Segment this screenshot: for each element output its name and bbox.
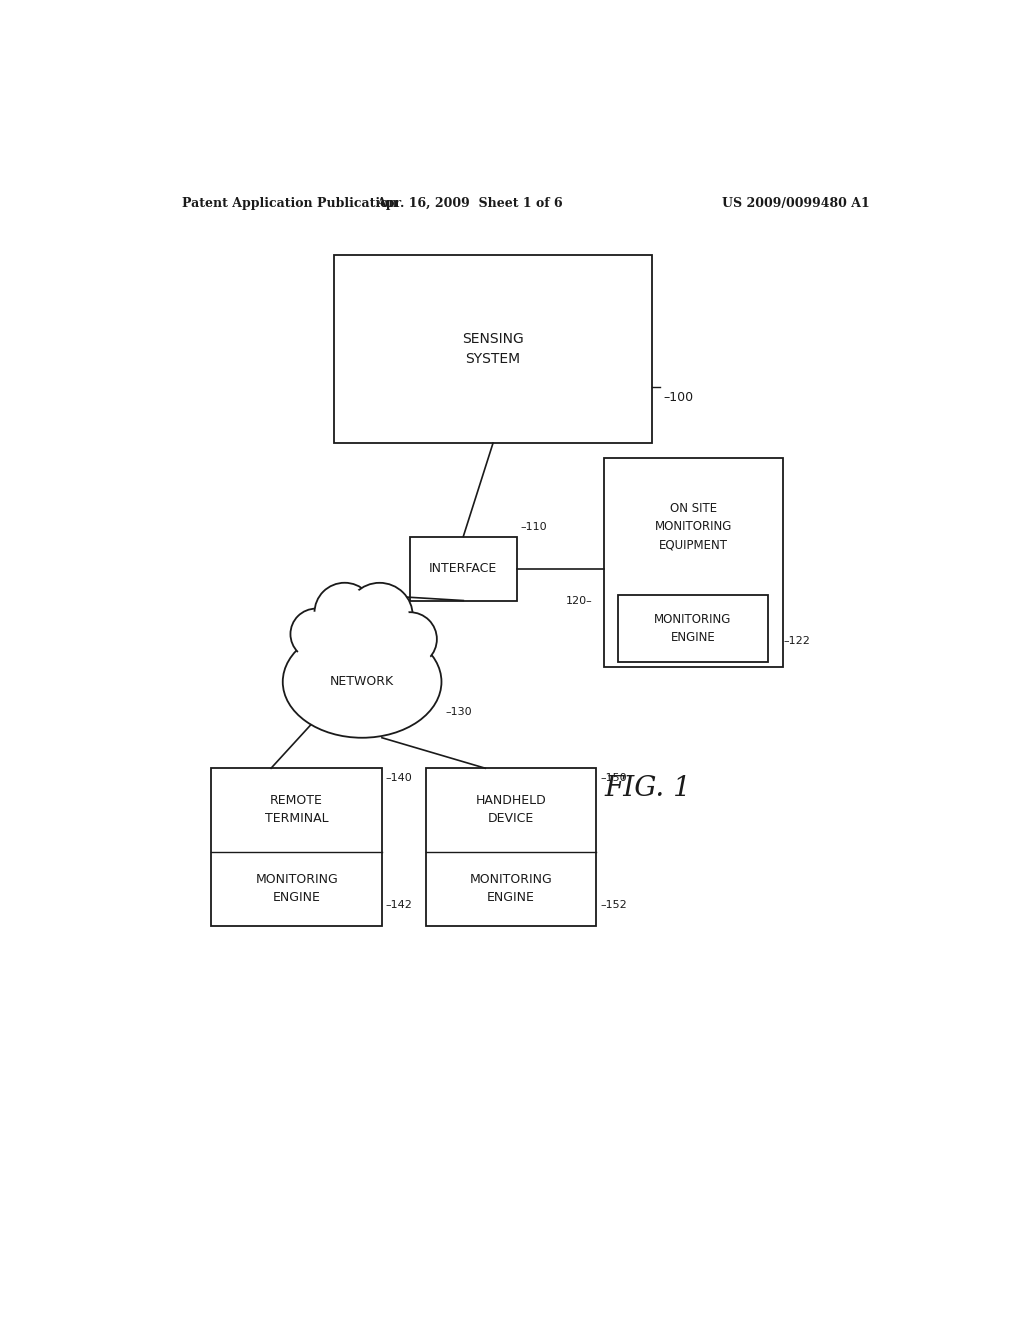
Bar [618, 595, 768, 661]
Text: ON SITE
MONITORING
EQUIPMENT: ON SITE MONITORING EQUIPMENT [654, 503, 732, 552]
Ellipse shape [285, 627, 439, 737]
Text: –152: –152 [600, 900, 627, 911]
Text: REMOTE
TERMINAL: REMOTE TERMINAL [265, 795, 329, 825]
Bar [211, 768, 382, 925]
Bar [604, 458, 782, 667]
Bar [426, 768, 596, 925]
Text: SENSING
SYSTEM: SENSING SYSTEM [462, 333, 524, 366]
Ellipse shape [314, 582, 375, 643]
Text: US 2009/0099480 A1: US 2009/0099480 A1 [722, 197, 870, 210]
Text: –130: –130 [445, 708, 472, 717]
Ellipse shape [294, 611, 339, 656]
Text: –100: –100 [664, 391, 694, 404]
Text: MONITORING
ENGINE: MONITORING ENGINE [654, 612, 732, 644]
Ellipse shape [346, 583, 413, 648]
Text: MONITORING
ENGINE: MONITORING ENGINE [255, 874, 338, 904]
Ellipse shape [386, 615, 433, 663]
Text: –140: –140 [386, 774, 413, 783]
Ellipse shape [318, 586, 371, 639]
Ellipse shape [383, 612, 437, 667]
Text: Apr. 16, 2009  Sheet 1 of 6: Apr. 16, 2009 Sheet 1 of 6 [376, 197, 562, 210]
Ellipse shape [350, 587, 409, 644]
Text: INTERFACE: INTERFACE [429, 562, 498, 576]
Text: –110: –110 [521, 523, 548, 532]
Text: 120–: 120– [565, 595, 592, 606]
Text: HANDHELD
DEVICE: HANDHELD DEVICE [475, 795, 546, 825]
Ellipse shape [291, 609, 342, 660]
Bar [334, 255, 652, 444]
Text: Patent Application Publication: Patent Application Publication [182, 197, 397, 210]
Bar [410, 536, 517, 601]
Text: –150: –150 [600, 774, 627, 783]
Text: MONITORING
ENGINE: MONITORING ENGINE [470, 874, 552, 904]
Text: –142: –142 [386, 900, 413, 911]
Ellipse shape [283, 626, 441, 738]
Text: –122: –122 [783, 636, 810, 647]
Text: FIG. 1: FIG. 1 [604, 775, 691, 803]
Text: NETWORK: NETWORK [330, 676, 394, 688]
